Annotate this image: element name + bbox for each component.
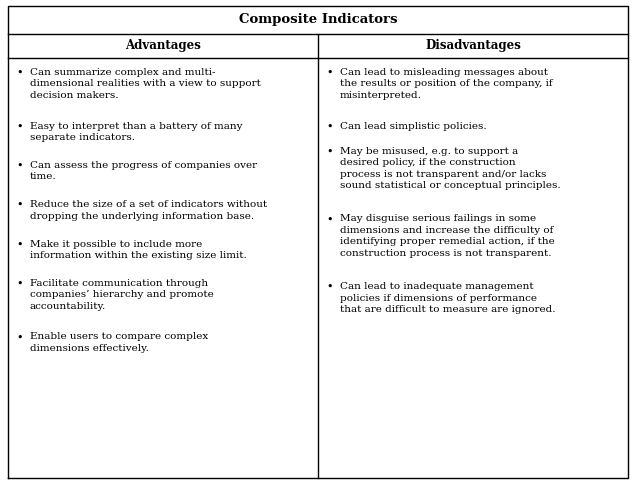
Text: Make it possible to include more
information within the existing size limit.: Make it possible to include more informa… xyxy=(30,240,247,260)
Text: Can lead to inadequate management
policies if dimensions of performance
that are: Can lead to inadequate management polici… xyxy=(340,282,555,314)
Text: Easy to interpret than a battery of many
separate indicators.: Easy to interpret than a battery of many… xyxy=(30,121,242,142)
Text: Reduce the size of a set of indicators without
dropping the underlying informati: Reduce the size of a set of indicators w… xyxy=(30,200,267,221)
Text: May disguise serious failings in some
dimensions and increase the difficulty of
: May disguise serious failings in some di… xyxy=(340,214,555,258)
Text: Can lead to misleading messages about
the results or position of the company, if: Can lead to misleading messages about th… xyxy=(340,68,553,100)
Text: Facilitate communication through
companies’ hierarchy and promote
accountability: Facilitate communication through compani… xyxy=(30,279,214,311)
Text: •: • xyxy=(17,240,24,250)
Text: Can lead simplistic policies.: Can lead simplistic policies. xyxy=(340,121,487,131)
Text: •: • xyxy=(327,282,333,292)
Text: •: • xyxy=(17,161,24,171)
Text: Disadvantages: Disadvantages xyxy=(425,40,521,52)
Text: May be misused, e.g. to support a
desired policy, if the construction
process is: May be misused, e.g. to support a desire… xyxy=(340,147,560,190)
Text: Enable users to compare complex
dimensions effectively.: Enable users to compare complex dimensio… xyxy=(30,333,208,353)
Text: •: • xyxy=(17,121,24,132)
Text: Can summarize complex and multi-
dimensional realities with a view to support
de: Can summarize complex and multi- dimensi… xyxy=(30,68,261,100)
Text: Advantages: Advantages xyxy=(125,40,201,52)
Text: •: • xyxy=(327,214,333,225)
Text: •: • xyxy=(17,68,24,78)
Text: •: • xyxy=(17,333,24,343)
Text: Can assess the progress of companies over
time.: Can assess the progress of companies ove… xyxy=(30,161,257,182)
Text: Composite Indicators: Composite Indicators xyxy=(238,14,398,27)
Text: •: • xyxy=(17,200,24,210)
Text: •: • xyxy=(327,121,333,132)
Text: •: • xyxy=(327,147,333,157)
Text: •: • xyxy=(327,68,333,78)
Text: •: • xyxy=(17,279,24,289)
